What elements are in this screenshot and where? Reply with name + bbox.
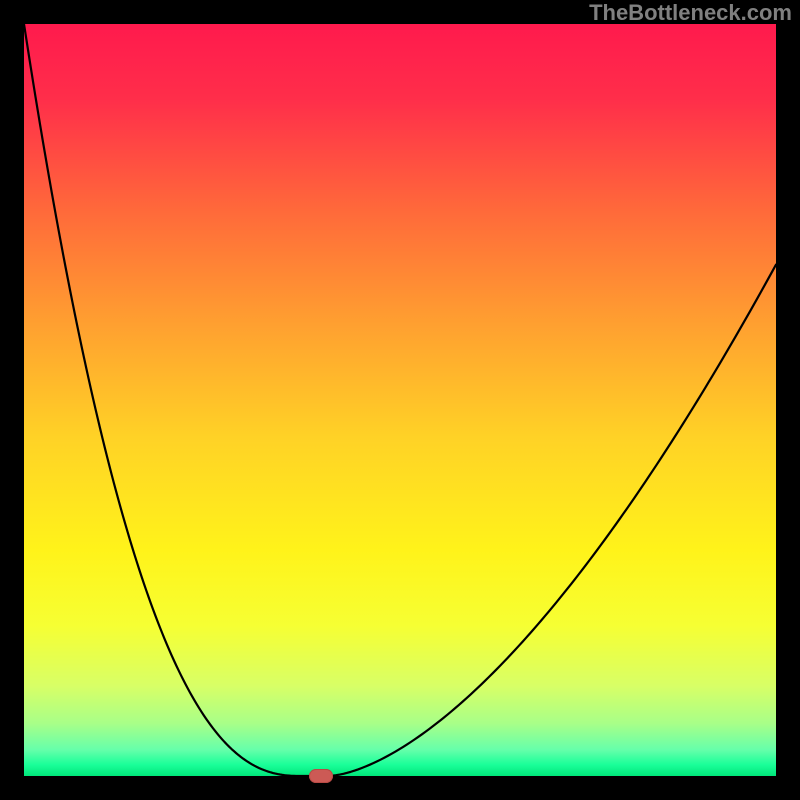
optimal-point-marker — [309, 769, 333, 783]
curve-path — [24, 24, 776, 776]
bottleneck-curve — [24, 24, 776, 776]
watermark-text: TheBottleneck.com — [589, 0, 792, 26]
chart-container: TheBottleneck.com — [0, 0, 800, 800]
plot-area — [24, 24, 776, 776]
